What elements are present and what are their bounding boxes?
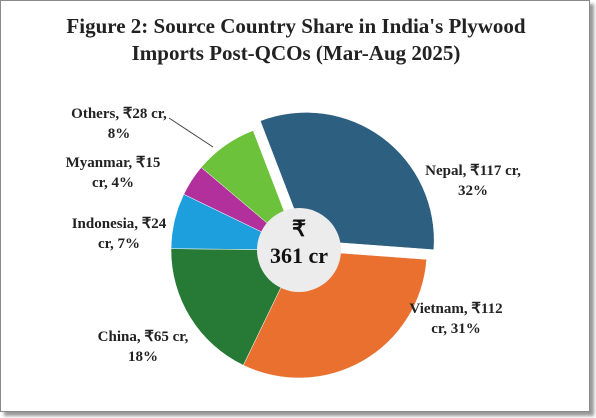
leader-line	[168, 117, 214, 148]
slice-label: Others, ₹28 cr, 8%	[71, 106, 167, 142]
chart-frame: ₹ 361 cr Figure 2: Source Country Share …	[0, 0, 590, 412]
chart-title: Figure 2: Source Country Share in India'…	[66, 14, 526, 65]
slice-label: Vietnam, ₹112 cr, 31%	[409, 301, 503, 337]
center-label: 361 cr	[270, 243, 328, 268]
center-label: ₹	[292, 216, 306, 241]
slice-label: China, ₹65 cr, 18%	[97, 329, 189, 365]
slice-label: Indonesia, ₹24 cr, 7%	[71, 216, 167, 252]
pie-slice	[170, 248, 300, 366]
slice-label: Nepal, ₹117 cr, 32%	[425, 163, 521, 199]
donut-hole	[257, 208, 341, 292]
chart: ₹ 361 cr	[168, 112, 435, 379]
slice-label: Myanmar, ₹15 cr, 4%	[65, 155, 161, 191]
